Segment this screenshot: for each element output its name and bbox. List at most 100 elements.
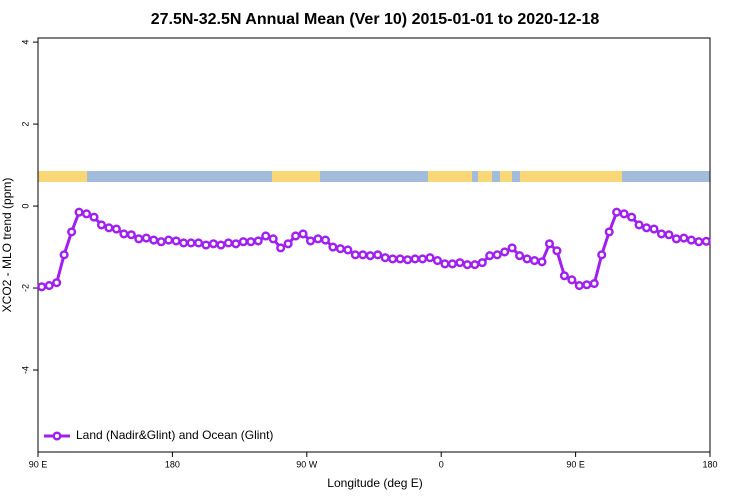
data-point [253, 236, 263, 246]
y-tick-label: -4 [20, 366, 30, 374]
land-strip [428, 171, 472, 182]
data-point [208, 239, 219, 249]
data-point [641, 223, 652, 233]
data-point [440, 259, 450, 269]
data-point [537, 257, 547, 267]
data-point [74, 207, 84, 217]
data-point [365, 251, 375, 261]
data-point [373, 250, 383, 260]
data-point [343, 245, 353, 255]
y-axis-label: XCO2 - MLO trend (ppm) [0, 178, 14, 313]
data-point [582, 280, 592, 290]
ocean-strip [38, 171, 710, 182]
land-strip [478, 171, 492, 182]
data-point [81, 209, 92, 219]
data-point [149, 235, 159, 245]
data-point [320, 235, 331, 245]
x-tick-label: 90 E [566, 459, 585, 469]
x-tick-label: 0 [439, 459, 444, 469]
data-point [164, 235, 174, 245]
data-point [417, 254, 428, 264]
data-point [649, 224, 659, 234]
data-point [664, 230, 674, 240]
data-point [686, 235, 696, 245]
data-point [507, 243, 517, 253]
data-point [515, 251, 525, 261]
data-point [612, 207, 622, 217]
x-tick-label: 180 [165, 459, 180, 469]
data-point [67, 227, 77, 237]
data-point [552, 246, 562, 256]
x-tick-label: 180 [702, 459, 717, 469]
data-point [283, 239, 293, 249]
y-tick-label: 4 [20, 40, 30, 45]
data-point [627, 212, 637, 222]
data-point [529, 256, 540, 266]
data-point [134, 234, 144, 244]
data-point [656, 229, 667, 239]
data-point [470, 260, 480, 270]
data-point [141, 233, 151, 243]
data-point [305, 236, 316, 246]
data-point [694, 237, 704, 247]
series-line [41, 210, 707, 289]
data-point [403, 255, 413, 265]
land-strip [500, 171, 512, 182]
data-point [679, 233, 689, 243]
data-point [485, 251, 495, 261]
data-point [156, 237, 166, 247]
data-point [522, 254, 532, 264]
y-tick-label: 0 [20, 204, 30, 209]
data-point [388, 254, 398, 264]
data-point [328, 242, 338, 252]
data-point [201, 240, 211, 250]
data-point [589, 278, 599, 289]
land-strip [520, 171, 622, 182]
data-point [44, 281, 54, 291]
data-point [126, 230, 136, 240]
data-point [276, 243, 286, 253]
data-point [410, 254, 420, 264]
data-point [597, 250, 607, 260]
data-point [96, 220, 107, 230]
data-point [268, 234, 278, 244]
data-point [455, 258, 465, 268]
data-point [380, 253, 390, 263]
x-axis-label: Longitude (deg E) [327, 476, 422, 490]
data-point [52, 278, 62, 288]
data-point [492, 250, 502, 260]
land-strip [38, 171, 87, 182]
data-point [701, 236, 711, 246]
data-point [291, 231, 301, 241]
data-point [634, 220, 644, 230]
data-point [119, 229, 129, 239]
legend-marker [52, 431, 62, 441]
data-point [350, 250, 360, 260]
data-point [111, 224, 121, 234]
legend-label: Land (Nadir&Glint) and Ocean (Glint) [76, 428, 273, 442]
x-tick-label: 90 W [296, 459, 318, 469]
data-point [358, 250, 368, 260]
data-point [477, 258, 487, 268]
data-point [500, 247, 510, 257]
data-point [231, 239, 241, 249]
data-point [671, 234, 681, 244]
data-point [425, 253, 435, 263]
data-point [216, 240, 226, 250]
data-point [335, 244, 345, 254]
data-point [559, 271, 569, 281]
data-point [432, 256, 443, 266]
data-point [186, 238, 196, 248]
data-point [238, 237, 248, 247]
data-point [544, 239, 555, 249]
data-point [313, 234, 323, 244]
y-tick-label: 2 [20, 122, 30, 127]
data-point [604, 227, 614, 237]
data-point [395, 254, 405, 264]
data-point [104, 223, 114, 233]
surface-strip [38, 171, 710, 182]
data-point [261, 231, 271, 241]
data-point [567, 275, 577, 285]
data-point [171, 236, 181, 246]
